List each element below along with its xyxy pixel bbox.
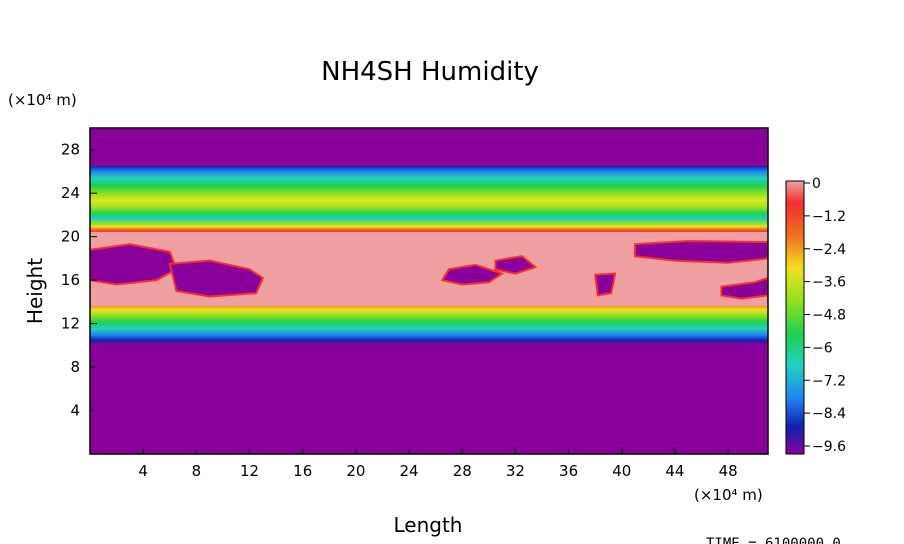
dry-patch [90, 243, 178, 286]
x-tick-label: 24 [400, 462, 419, 480]
x-tick-label: 16 [293, 462, 312, 480]
colorbar-tick-label: −2.4 [812, 242, 846, 258]
dry-patch [594, 272, 617, 297]
x-axis-ticks: 4 8 12 16 20 24 28 32 36 40 44 48 [138, 447, 738, 480]
y-tick-label: 28 [61, 141, 80, 159]
x-tick-label: 28 [453, 462, 472, 480]
y-axis-ticks: 4 8 12 16 20 24 28 [61, 141, 97, 420]
colorbar-ticks: 0 −1.2 −2.4 −3.6 −4.8 −6 −7.2 −8.4 −9.6 [804, 176, 846, 455]
x-axis-unit: (×10⁴ m) [694, 486, 763, 504]
colorbar-tick-label: −7.2 [812, 373, 846, 389]
colorbar-tick-label: 0 [812, 176, 821, 192]
y-tick-label: 12 [61, 315, 80, 333]
colorbar-tick-label: −6 [812, 340, 833, 356]
x-tick-label: 4 [138, 462, 148, 480]
y-tick-label: 16 [61, 271, 80, 289]
dry-patch [168, 259, 265, 298]
plot-frame [89, 127, 769, 455]
y-tick-label: 20 [61, 228, 80, 246]
colorbar-tick-label: −8.4 [812, 406, 846, 422]
colorbar-tick-label: −3.6 [812, 275, 846, 291]
y-axis-label: Height [23, 258, 47, 324]
colorbar-gradient [785, 180, 805, 455]
x-axis-label: Length [394, 513, 463, 537]
x-tick-label: 40 [612, 462, 631, 480]
y-tick-label: 4 [70, 402, 80, 420]
x-tick-label: 32 [506, 462, 525, 480]
x-tick-label: 8 [192, 462, 202, 480]
x-tick-label: 36 [559, 462, 578, 480]
upper-band [90, 166, 768, 232]
time-label: TIME = 6100000.0 [706, 536, 841, 544]
lower-band [90, 300, 768, 344]
x-tick-label: 48 [719, 462, 738, 480]
y-axis-unit: (×10⁴ m) [8, 91, 77, 109]
dry-patches [90, 240, 768, 300]
x-tick-label: 44 [665, 462, 684, 480]
y-tick-label: 24 [61, 184, 80, 202]
y-tick-label: 8 [70, 358, 80, 376]
dry-patch [720, 276, 768, 300]
x-tick-label: 12 [240, 462, 259, 480]
x-tick-label: 20 [346, 462, 365, 480]
dry-patch [440, 263, 505, 286]
colorbar: 0 −1.2 −2.4 −3.6 −4.8 −6 −7.2 −8.4 −9.6 [785, 176, 846, 455]
dry-patch [634, 240, 768, 264]
dry-patch [494, 255, 538, 275]
plot-area [90, 128, 768, 454]
colorbar-tick-label: −9.6 [812, 439, 846, 455]
colorbar-tick-label: −4.8 [812, 308, 846, 324]
colorbar-tick-label: −1.2 [812, 209, 846, 225]
chart-title: NH4SH Humidity [321, 57, 539, 87]
